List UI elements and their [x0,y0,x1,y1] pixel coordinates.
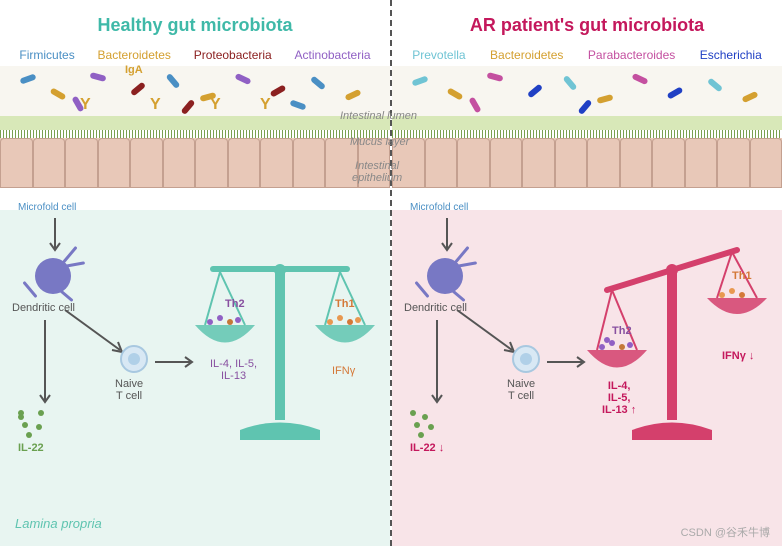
naive-label: Naive T cell [507,378,535,402]
il22-label: IL-22 ↓ [410,442,444,454]
taxon-label: Bacteroidetes [490,48,563,62]
bacterium-icon [411,75,428,86]
bacterium-icon [166,73,181,89]
taxon-label: Escherichia [700,48,762,62]
ar-title: AR patient's gut microbiota [392,0,782,36]
iga-icon: Y [80,96,91,114]
balance-scale-icon [582,230,772,450]
naive-tcell-icon [120,345,148,373]
bacterium-icon [270,84,287,97]
healthy-taxa: Firmicutes Bacteroidetes Proteobacteria Act… [0,36,390,66]
taxon-label: Proteobacteria [194,48,272,62]
taxon-label: Actinobacteria [295,48,371,62]
lamina-right: Microfold cell Dendritic cell Naive T ce… [392,210,782,546]
mucus-left [0,116,390,130]
bacterium-icon [631,73,648,85]
balance-scale-icon [190,230,380,450]
lumen-label: Intestinal lumen [340,110,417,122]
bacterium-icon [19,73,36,84]
il22-label: IL-22 [18,442,44,454]
mfold-label: Microfold cell [18,202,76,213]
bacterium-icon [486,72,503,82]
bacterium-icon [289,99,306,110]
bacterium-icon [234,73,251,85]
th2-label: Th2 [612,325,632,337]
mucus-right [392,116,782,130]
bacterium-icon [50,87,67,100]
epithelium-left [0,138,390,188]
brush-right [392,130,782,138]
bacterium-icon [89,72,106,82]
lumen-right [392,66,782,116]
mfold-label: Microfold cell [410,202,468,213]
bacterium-icon [130,82,146,97]
th2-label: Th2 [225,298,245,310]
bacterium-icon [563,75,578,91]
ar-panel: AR patient's gut microbiota Prevotella Ba… [392,0,782,546]
bacterium-icon [596,94,613,104]
brush-left [0,130,390,138]
bacterium-icon [181,99,196,115]
epi-label: Intestinal epithelium [352,160,402,184]
th2-cyto: IL-4, IL-5, IL-13 ↑ [602,380,636,416]
th2-cyto: IL-4, IL-5, IL-13 [210,358,257,382]
mucus-label: Mucus layer [350,136,409,148]
th1-cyto: IFNγ [332,365,355,377]
dendritic-cell-icon [427,258,463,294]
bacterium-icon [527,84,543,99]
iga-icon: Y [210,96,221,114]
lamina-left: Microfold cell Dendritic cell Naive T ce… [0,210,390,546]
epithelium-right [392,138,782,188]
th1-label: Th1 [335,298,355,310]
taxon-label: Firmicutes [19,48,74,62]
taxon-label: Prevotella [412,48,465,62]
ar-taxa: Prevotella Bacteroidetes Parabacteroides Es… [392,36,782,66]
taxon-label: Parabacteroides [588,48,675,62]
taxon-label: Bacteroidetes [98,48,171,62]
th1-cyto: IFNγ ↓ [722,350,754,362]
healthy-panel: Healthy gut microbiota Firmicutes Bactero… [0,0,390,546]
bacterium-icon [741,91,758,103]
bacterium-icon [447,87,464,100]
bacterium-icon [468,97,481,114]
naive-tcell-icon [512,345,540,373]
th1-label: Th1 [732,270,752,282]
healthy-title: Healthy gut microbiota [0,0,390,36]
bacterium-icon [344,89,361,101]
bacterium-icon [578,99,593,115]
naive-label: Naive T cell [115,378,143,402]
dendritic-cell-icon [35,258,71,294]
bacterium-icon [310,76,326,91]
iga-label: IgA [125,64,143,76]
lumen-left: IgA Y Y Y Y [0,66,390,116]
iga-icon: Y [260,96,271,114]
iga-icon: Y [150,96,161,114]
lp-label: Lamina propria [15,516,102,531]
bacterium-icon [667,86,684,99]
watermark: CSDN @谷禾牛博 [681,524,770,540]
bacterium-icon [707,78,723,93]
